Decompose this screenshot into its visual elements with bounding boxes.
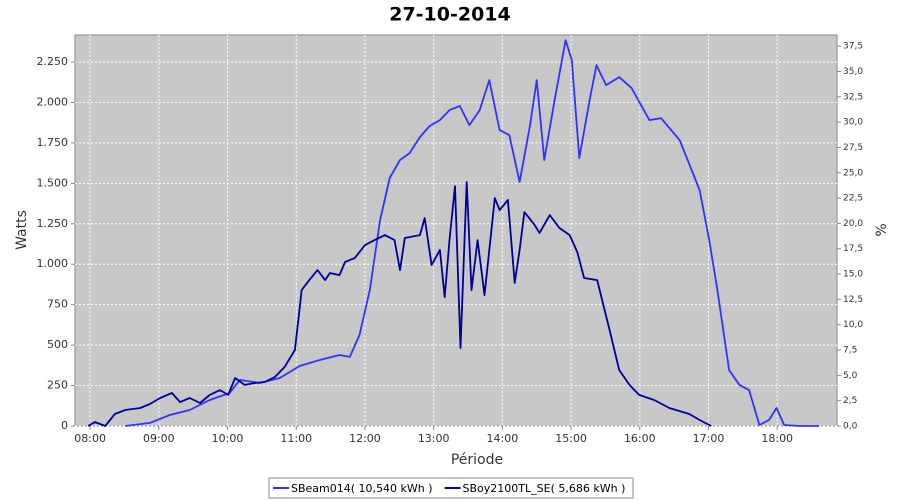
y-tick-label: 2.250 <box>37 55 69 68</box>
y-tick-label: 500 <box>47 338 68 351</box>
x-tick-label: 15:00 <box>555 432 587 445</box>
y-tick-label: 250 <box>47 379 68 392</box>
y2-tick-label: 30,0 <box>843 118 863 128</box>
x-axis-label: Période <box>451 452 503 468</box>
y2-tick-label: 20,0 <box>843 219 863 229</box>
x-tick-label: 08:00 <box>74 432 106 445</box>
y2-axis-label: % <box>874 223 890 236</box>
y2-tick-label: 0,0 <box>843 422 858 432</box>
y-tick-label: 1.750 <box>37 136 69 149</box>
y2-tick-label: 7,5 <box>843 346 857 356</box>
y-tick-label: 750 <box>47 298 68 311</box>
x-tick-label: 18:00 <box>761 432 793 445</box>
y2-tick-label: 25,0 <box>843 168 863 178</box>
y-tick-label: 0 <box>61 419 68 432</box>
y2-tick-label: 37,5 <box>843 42 863 52</box>
x-tick-label: 10:00 <box>212 432 244 445</box>
y-tick-label: 1.500 <box>37 176 69 189</box>
y-tick-label: 2.000 <box>37 95 69 108</box>
y2-tick-label: 12,5 <box>843 295 863 305</box>
legend: SBeam014( 10,540 kWh ) SBoy2100TL_SE( 5,6… <box>273 482 625 495</box>
x-tick-label: 09:00 <box>143 432 175 445</box>
series-line <box>125 39 820 427</box>
y2-tick-label: 22,5 <box>843 194 863 204</box>
y2-tick-label: 32,5 <box>843 92 863 102</box>
x-tick-label: 13:00 <box>418 432 450 445</box>
y-axis-label: Watts <box>14 210 30 250</box>
y2-tick-label: 17,5 <box>843 244 863 254</box>
legend-label: SBeam014( 10,540 kWh ) <box>291 482 433 495</box>
x-tick-label: 11:00 <box>280 432 312 445</box>
x-tick-label: 17:00 <box>693 432 725 445</box>
chart-title: 27-10-2014 <box>389 4 511 26</box>
y2-tick-label: 35,0 <box>843 67 863 77</box>
y2-tick-label: 27,5 <box>843 143 863 153</box>
x-tick-label: 16:00 <box>624 432 656 445</box>
x-tick-label: 12:00 <box>349 432 381 445</box>
x-tick-label: 14:00 <box>487 432 519 445</box>
series-line <box>87 181 712 427</box>
y2-tick-label: 2,5 <box>843 396 857 406</box>
y-tick-label: 1.250 <box>37 217 69 230</box>
legend-label: SBoy2100TL_SE( 5,686 kWh ) <box>463 482 626 495</box>
y-tick-label: 1.000 <box>37 257 69 270</box>
y2-tick-label: 10,0 <box>843 320 863 330</box>
y2-tick-label: 15,0 <box>843 270 863 280</box>
y2-tick-label: 5,0 <box>843 371 858 381</box>
